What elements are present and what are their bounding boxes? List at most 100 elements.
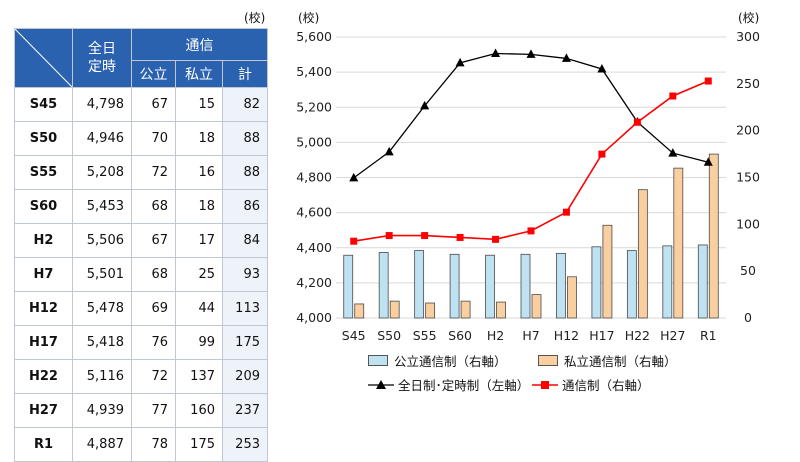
x-tick-label: H22 [625,328,650,343]
total-cell: 93 [222,257,268,292]
public-bar [556,252,566,319]
line-triangle-icon [368,379,394,389]
full-time-point [703,157,713,166]
private-bar [389,300,400,319]
right-tick-label: 250 [736,76,760,91]
right-tick-label: 0 [744,310,752,325]
full-time-cell: 4,887 [72,427,132,462]
private-swatch-icon [538,355,558,366]
left-tick-label: 5,400 [296,64,332,79]
era-cell: H22 [14,359,73,394]
private-cell: 44 [175,291,223,326]
legend-correspondence-label: 通信制（右軸） [562,378,650,393]
public-swatch-icon [368,355,388,366]
right-axis-unit: (校) [738,11,760,25]
correspondence-point [385,232,393,240]
table-row: R1 4,887 78 175 253 [14,427,268,462]
right-tick-label: 150 [736,170,760,185]
legend-full-time-label: 全日制･定時制（左軸） [398,378,530,393]
era-cell: R1 [14,427,73,462]
public-cell: 67 [131,223,176,258]
full-time-cell: 5,501 [72,257,132,292]
table-row: H2 5,506 67 17 84 [14,223,268,258]
correspondence-line [353,80,709,242]
public-bar [662,245,673,319]
public-bar [414,250,425,319]
correspondence-point [598,150,606,158]
public-cell: 72 [131,155,176,190]
full-time-point [597,63,607,73]
correspondence-point [562,208,570,216]
public-bar [449,253,460,319]
x-tick-label: H17 [589,328,614,343]
full-time-point [349,172,359,182]
total-cell: 88 [222,155,268,190]
private-cell: 15 [175,87,223,122]
era-cell: H7 [14,257,73,292]
x-tick-label: H7 [522,328,539,343]
header-private: 私立 [175,60,223,88]
public-cell: 69 [131,291,176,326]
full-time-cell: 5,116 [72,359,132,394]
line-square-icon [532,380,558,389]
private-cell: 175 [175,427,223,462]
private-bar [602,224,613,319]
x-tick-label: S60 [448,328,472,343]
table-row: H12 5,478 69 44 113 [14,291,268,326]
public-bar [591,246,602,319]
table-unit-label: (校) [244,11,266,25]
diagonal-line-icon [15,29,72,87]
correspondence-point [633,118,641,126]
full-time-cell: 4,946 [72,121,132,156]
private-cell: 25 [175,257,223,292]
private-bar [496,301,506,319]
full-time-point [420,100,430,110]
public-bar [343,254,354,319]
correspondence-point [704,77,712,85]
combo-chart: 4,000 4,200 4,400 4,600 4,800 5,000 5,200 5,400… [296,29,760,343]
full-time-cell: 4,798 [72,87,132,122]
full-time-point [561,53,571,62]
private-cell: 137 [175,359,223,394]
era-cell: S50 [14,121,73,156]
private-bar [354,303,365,319]
left-axis-unit: (校) [298,11,320,25]
x-tick-label: S55 [413,328,437,343]
total-cell: 86 [222,189,268,224]
legend-full-time: 全日制･定時制（左軸） [368,375,529,394]
private-cell: 18 [175,121,223,156]
table-corner-cell [14,28,73,88]
total-cell: 175 [222,325,268,360]
legend-private-label: 私立通信制（右軸） [564,354,677,369]
x-tick-label: H12 [554,328,579,343]
public-bar [520,253,531,319]
correspondence-point [669,92,677,100]
left-tick-label: 5,000 [296,134,332,149]
public-bar [378,252,389,319]
full-time-point [668,148,678,157]
private-bar [531,294,542,319]
public-bar [697,244,708,319]
public-bar [626,250,637,319]
table-row: H7 5,501 68 25 93 [14,257,268,292]
total-cell: 84 [222,223,268,258]
private-bar [708,153,719,319]
public-bar [485,254,495,319]
correspondence-point [492,235,500,243]
table-row: S55 5,208 72 16 88 [14,155,268,190]
private-bar [637,189,648,319]
correspondence-point [350,237,358,245]
total-cell: 209 [222,359,268,394]
right-tick-label: 200 [736,123,760,138]
public-cell: 78 [131,427,176,462]
total-cell: 113 [222,291,268,326]
era-cell: H2 [14,223,73,258]
right-tick-label: 50 [740,263,756,278]
x-tick-label: H27 [660,328,685,343]
x-tick-label: R1 [700,328,717,343]
header-total: 計 [222,60,268,88]
full-time-point [491,48,501,58]
left-tick-label: 4,400 [296,240,332,255]
x-tick-label: S45 [342,328,366,343]
right-tick-label: 100 [736,216,760,231]
